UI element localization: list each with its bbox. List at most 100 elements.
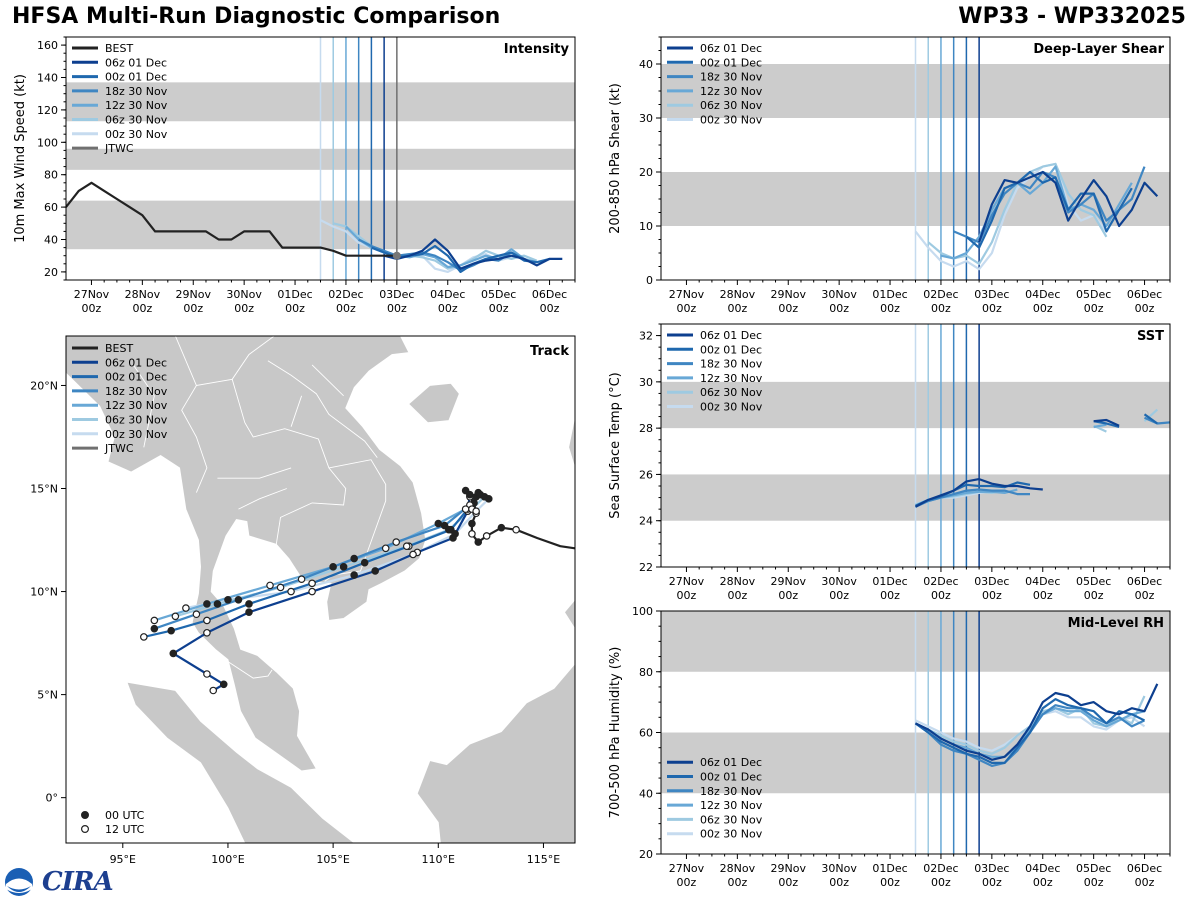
legend-label: JTWC [104,142,134,155]
track-marker [219,680,228,689]
y-tick-label: 80 [639,666,653,679]
legend-item: 12z 30 Nov [667,85,763,98]
x-tick-label: 00z [778,302,798,315]
legend-item: 00z 01 Dec [667,771,762,784]
x-tick-label: 00z [727,876,747,889]
track-marker [297,575,306,583]
legend-label: 06z 01 Dec [700,329,762,342]
legend-item: 06z 30 Nov [667,99,763,112]
legend-label: BEST [105,42,133,55]
x-tick-label: 00z [1135,589,1155,602]
track-marker [169,649,178,658]
y-tick-label: 60 [44,201,58,214]
legend-label: BEST [105,342,133,355]
logo-text: CIRA [42,867,114,897]
x-tick-label: 04Dec [1025,288,1060,301]
track-marker [472,507,480,515]
series-line [914,162,1108,271]
x-tick-label: 30Nov [226,288,262,301]
y-axis-label: 10m Max Wind Speed (kt) [13,74,28,243]
legend-label: 18z 30 Nov [700,785,763,798]
logo: CIRA [4,866,114,898]
legend-item: 18z 30 Nov [72,85,168,98]
x-tick-label: 115°E [527,853,560,866]
track-marker [512,525,520,534]
y-tick-label: 30 [639,376,653,389]
track-marker [466,490,474,499]
y-tick-label: 24 [639,515,653,528]
track-marker [203,670,211,678]
x-tick-label: 00z [387,302,407,315]
track-marker [402,542,411,551]
rh-panel: 2040608010027Nov00z28Nov00z29Nov00z30Nov… [608,605,1171,889]
legend-item: 00z 01 Dec [72,371,167,384]
track-panel: 95°E 100°E 105°E 110°E 115°E 0° 5°N 10°N 15°N 20°… [30,335,576,866]
track-marker [329,563,337,571]
legend-item: 00z 01 Dec [667,343,762,356]
page-title: HFSA Multi-Run Diagnostic Comparison [12,4,501,29]
legend-label: 00z 30 Nov [105,428,168,441]
x-tick-label: 27Nov [669,575,705,588]
x-tick-label: 00z [1033,302,1053,315]
y-tick-label: 140 [37,72,58,85]
x-tick-label: 00z [829,589,849,602]
x-tick-label: 28Nov [720,288,756,301]
x-tick-label: 30Nov [821,575,857,588]
x-tick-label: 30Nov [821,288,857,301]
track-marker [474,538,483,546]
storm-id: WP33 - WP332025 [958,4,1186,29]
legend-item: 06z 30 Nov [667,386,763,399]
track-line [143,496,478,638]
legend-label: 18z 30 Nov [700,71,763,84]
legend-label: 00 UTC [105,809,145,822]
series-line [1093,418,1120,427]
series-line [940,165,1133,260]
x-tick-label: 00z [540,302,560,315]
y-tick-label: 40 [639,787,653,800]
series-line [66,181,397,257]
track-marker [371,567,379,575]
x-tick-label: 05Dec [1076,575,1111,588]
legend-label: 06z 01 Dec [700,42,762,55]
track-marker [468,519,476,528]
track-marker [461,505,470,513]
legend-label: 00z 30 Nov [105,128,168,141]
legend-label: 00z 30 Nov [700,401,763,414]
legend-label: JTWC [104,442,134,455]
track-marker [167,626,175,635]
x-tick-label: 100°E [211,853,244,866]
legend-item: 18z 30 Nov [72,385,168,398]
x-tick-label: 30Nov [821,862,857,875]
series-line [1143,413,1158,425]
x-tick-label: 29Nov [771,862,807,875]
legend-label: 06z 30 Nov [700,386,763,399]
legend-label: 06z 30 Nov [700,813,763,826]
x-tick-label: 00z [1135,302,1155,315]
panel-title: SST [1137,329,1164,344]
legend-item: 06z 01 Dec [667,329,762,342]
x-tick-label: 04Dec [430,288,465,301]
track-marker [203,600,211,608]
x-tick-label: 06Dec [1127,862,1162,875]
legend-item: 12z 30 Nov [667,799,763,812]
legend-item: 18z 30 Nov [667,785,763,798]
track-marker [266,581,274,590]
panel-title: Deep-Layer Shear [1033,42,1164,57]
legend-item: JTWC [72,442,134,455]
legend-label: 00z 30 Nov [700,828,763,841]
x-tick-label: 00z [880,876,900,889]
series-line [914,478,1043,508]
noaa-icon [5,868,33,896]
x-tick-label: 00z [336,302,356,315]
legend-label: 00z 01 Dec [105,71,167,84]
x-tick-label: 00z [880,302,900,315]
legend-label: 18z 30 Nov [105,85,168,98]
x-tick-label: 28Nov [125,288,161,301]
legend-item: 12z 30 Nov [72,399,168,412]
x-tick-label: 00z [489,302,509,315]
legend-item: 18z 30 Nov [667,358,763,371]
track-marker [350,571,358,579]
legend-label: 00z 30 Nov [700,114,763,127]
x-tick-label: 06Dec [1127,288,1162,301]
